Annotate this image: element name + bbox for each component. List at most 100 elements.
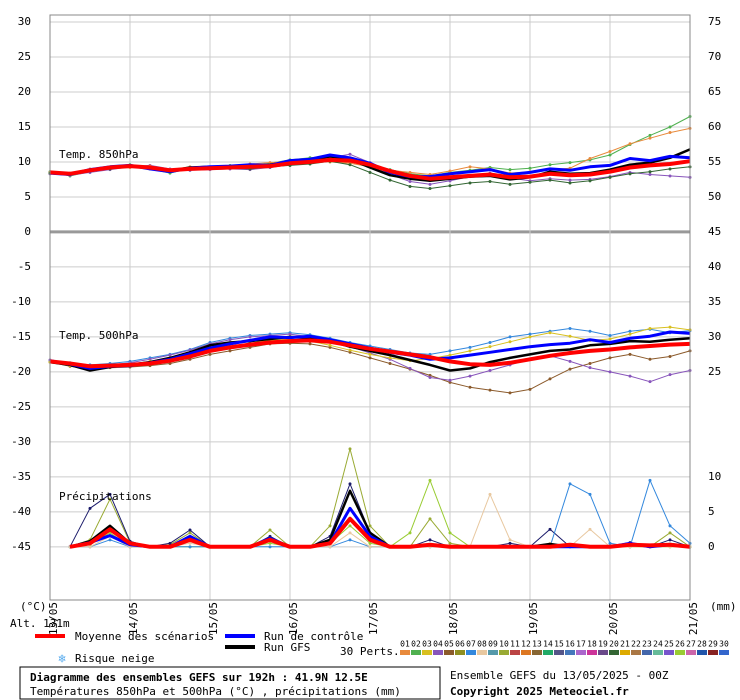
series-point bbox=[468, 374, 472, 378]
y-tick-label: -40 bbox=[11, 505, 31, 518]
pert-label: 01 bbox=[400, 640, 410, 649]
pert-label: 24 bbox=[653, 640, 663, 649]
pert-swatch bbox=[708, 650, 718, 655]
pert-label: 08 bbox=[477, 640, 487, 649]
series-point bbox=[668, 131, 672, 135]
series-point bbox=[148, 357, 152, 361]
series-point bbox=[108, 497, 112, 501]
panel-label: Temp. 850hPa bbox=[59, 148, 138, 161]
series-point bbox=[508, 391, 512, 395]
series-point bbox=[488, 180, 492, 184]
pert-swatch bbox=[719, 650, 729, 655]
series-point bbox=[668, 531, 672, 535]
series-point bbox=[568, 482, 572, 486]
y2-tick-label: 25 bbox=[708, 365, 721, 378]
y-tick-label: -30 bbox=[11, 435, 31, 448]
pert-label: 29 bbox=[708, 640, 718, 649]
series-point bbox=[348, 447, 352, 451]
legend-label: Run de contrôle bbox=[264, 630, 363, 643]
footer-box bbox=[19, 666, 441, 700]
pert-swatch bbox=[488, 650, 498, 655]
series-point bbox=[588, 366, 592, 370]
series-point bbox=[608, 370, 612, 374]
y2-tick-label: 50 bbox=[708, 190, 721, 203]
series-point bbox=[508, 182, 512, 186]
series-point bbox=[568, 334, 572, 338]
run-info: Ensemble GEFS du 13/05/2025 - 00Z bbox=[450, 669, 669, 682]
y-tick-label: 30 bbox=[18, 15, 31, 28]
series-point bbox=[108, 492, 112, 496]
series-point bbox=[328, 345, 332, 349]
series-point bbox=[368, 545, 372, 549]
pert-swatch bbox=[587, 650, 597, 655]
series-point bbox=[188, 528, 192, 532]
y2-tick-label: 40 bbox=[708, 260, 721, 273]
series-point bbox=[588, 179, 592, 183]
series-point bbox=[648, 170, 652, 174]
x-tick-label: 17/05 bbox=[367, 602, 380, 635]
series-point bbox=[608, 149, 612, 153]
series-point bbox=[648, 478, 652, 482]
pert-label: 07 bbox=[466, 640, 476, 649]
pert-label: 14 bbox=[543, 640, 553, 649]
x-tick-label: 21/05 bbox=[687, 602, 700, 635]
series-point bbox=[468, 165, 472, 169]
legend-label: Moyenne des scénarios bbox=[75, 630, 214, 643]
x-tick-label: 20/05 bbox=[607, 602, 620, 635]
series-point bbox=[668, 538, 672, 542]
pert-label: 09 bbox=[488, 640, 498, 649]
series-point bbox=[528, 387, 532, 391]
pert-label: 23 bbox=[642, 640, 652, 649]
pert-label: 04 bbox=[433, 640, 443, 649]
series-point bbox=[328, 343, 332, 347]
series-point bbox=[448, 531, 452, 535]
y2-unit: (mm) bbox=[710, 600, 737, 613]
series-point bbox=[568, 367, 572, 371]
series-point bbox=[388, 361, 392, 365]
series-point bbox=[108, 538, 112, 542]
series-point bbox=[428, 478, 432, 482]
series-point bbox=[208, 352, 212, 356]
pert-swatch bbox=[576, 650, 586, 655]
series-point bbox=[468, 385, 472, 389]
series-point bbox=[588, 492, 592, 496]
series-point bbox=[468, 349, 472, 353]
y2-tick-label: 35 bbox=[708, 295, 721, 308]
y2-tick-label: 10 bbox=[708, 470, 721, 483]
grid bbox=[49, 15, 691, 600]
series-point bbox=[588, 361, 592, 365]
pert-label: 20 bbox=[609, 640, 619, 649]
pert-swatch bbox=[675, 650, 685, 655]
panel-label: Précipitations bbox=[59, 490, 152, 503]
pert-swatch bbox=[565, 650, 575, 655]
series-point bbox=[368, 170, 372, 174]
pert-swatch bbox=[631, 650, 641, 655]
pert-swatch bbox=[499, 650, 509, 655]
x-tick-label: 16/05 bbox=[287, 602, 300, 635]
series-point bbox=[428, 517, 432, 521]
series-point bbox=[448, 541, 452, 545]
pert-label: 17 bbox=[576, 640, 586, 649]
series-point bbox=[548, 178, 552, 182]
series-point bbox=[568, 326, 572, 330]
series-point bbox=[488, 388, 492, 392]
pert-swatch bbox=[543, 650, 553, 655]
series-point bbox=[508, 335, 512, 339]
y2-tick-label: 5 bbox=[708, 505, 715, 518]
pert-label: 27 bbox=[686, 640, 696, 649]
pert-label: 05 bbox=[444, 640, 454, 649]
series-point bbox=[488, 340, 492, 344]
series-point bbox=[648, 380, 652, 384]
series-point bbox=[548, 527, 552, 531]
panel-label: Temp. 500hPa bbox=[59, 329, 138, 342]
series-point bbox=[328, 524, 332, 528]
series-point bbox=[468, 345, 472, 349]
series-point bbox=[348, 163, 352, 167]
series-point bbox=[508, 541, 512, 545]
pert-label: 18 bbox=[587, 640, 597, 649]
pert-label: 11 bbox=[510, 640, 520, 649]
y-tick-label: -25 bbox=[11, 400, 31, 413]
pert-swatch bbox=[477, 650, 487, 655]
pert-swatch bbox=[642, 650, 652, 655]
pert-label: 30 bbox=[719, 640, 729, 649]
